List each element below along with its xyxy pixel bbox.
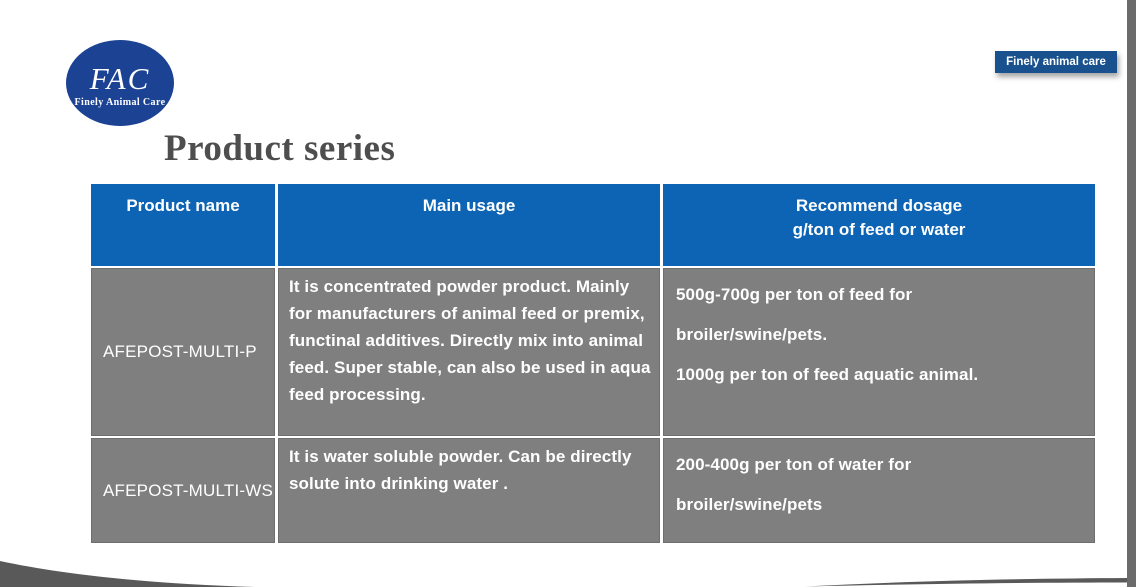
dosage-line: broiler/swine/pets. (676, 325, 828, 344)
table-row-2-dosage-cell: 200-400g per ton of water for broiler/sw… (663, 438, 1095, 543)
bottom-left-swoosh (0, 561, 255, 587)
table-row-1-product-cell: AFEPOST-MULTI-P (91, 268, 275, 436)
header-product-name-label: Product name (126, 196, 240, 215)
product-name-2: AFEPOST-MULTI-WS (103, 480, 274, 500)
logo-caption: Finely Animal Care (74, 96, 166, 108)
dosage-line: 500g-700g per ton of feed for (676, 285, 913, 304)
dosage-line: 200-400g per ton of water for (676, 455, 912, 474)
bottom-swoosh-decoration (0, 561, 1128, 587)
dosage-line: broiler/swine/pets (676, 495, 823, 514)
table-row-2-usage-cell: It is water soluble powder. Can be direc… (278, 438, 660, 543)
header-cell-product-name: Product name (91, 184, 275, 266)
company-logo: FAC Finely Animal Care (66, 40, 174, 126)
table-row-1-usage-cell: It is concentrated powder product. Mainl… (278, 268, 660, 436)
header-cell-recommend-dosage: Recommend dosage g/ton of feed or water (663, 184, 1095, 266)
header-cell-main-usage: Main usage (278, 184, 660, 266)
brand-badge-label: Finely animal care (1006, 56, 1106, 68)
page-title: Product series (164, 128, 396, 169)
usage-text-1: It is concentrated powder product. Mainl… (289, 277, 651, 404)
product-name-1: AFEPOST-MULTI-P (103, 342, 257, 361)
header-main-usage-label: Main usage (422, 196, 516, 215)
table-row-1-dosage-cell: 500g-700g per ton of feed for broiler/sw… (663, 268, 1095, 436)
bottom-right-swoosh (805, 578, 1128, 587)
dosage-line: 1000g per ton of feed aquatic animal. (676, 365, 979, 384)
window-edge-strip (1127, 0, 1136, 587)
header-recommend-dosage-sublabel: g/ton of feed or water (792, 220, 966, 239)
brand-badge: Finely animal care (995, 51, 1117, 73)
logo-acronym: FAC (89, 60, 151, 96)
header-recommend-dosage-label: Recommend dosage (795, 196, 963, 215)
product-table: Product name Main usage Recommend dosage… (91, 184, 1095, 543)
table-row-2-product-cell: AFEPOST-MULTI-WS (91, 438, 275, 543)
usage-text-2: It is water soluble powder. Can be direc… (289, 447, 632, 493)
